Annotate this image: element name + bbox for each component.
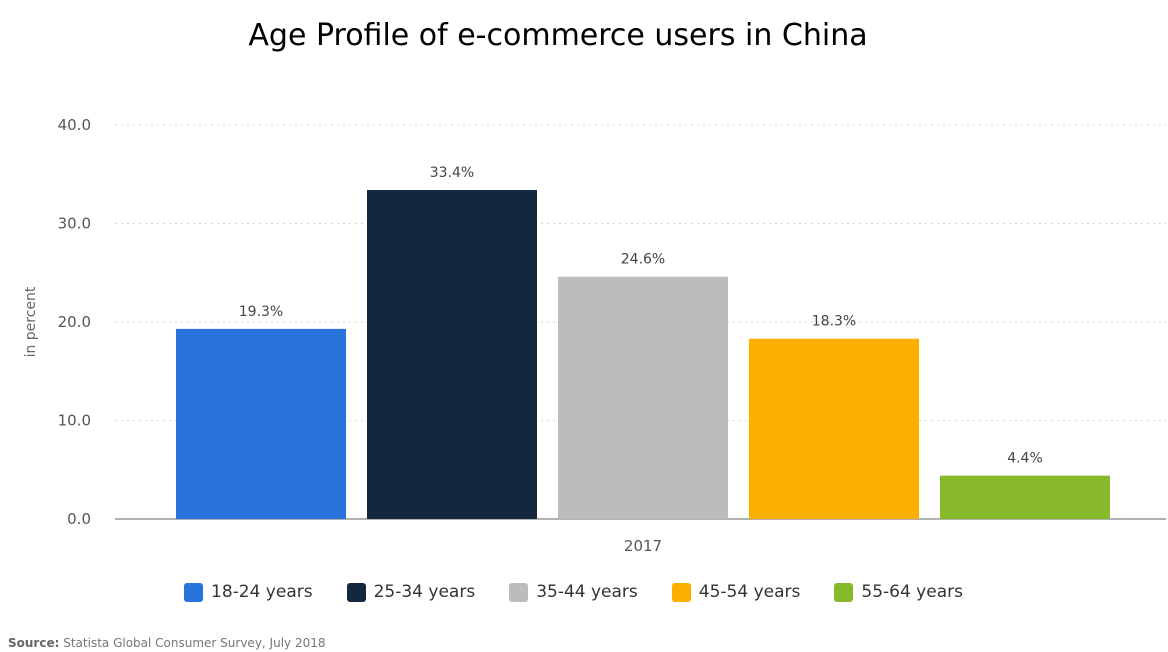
legend-item[interactable]: 45-54 years xyxy=(671,582,801,602)
x-tick-label: 2017 xyxy=(624,537,662,555)
legend-swatch xyxy=(834,582,854,602)
chart-title: Age Profile of e-commerce users in China xyxy=(248,18,868,53)
bar xyxy=(176,328,346,519)
source-label: Source: xyxy=(8,636,60,650)
y-tick-label: 30.0 xyxy=(58,215,91,233)
y-tick-label: 40.0 xyxy=(58,116,91,134)
legend-swatch xyxy=(509,582,529,602)
data-label: 4.4% xyxy=(1007,451,1043,467)
data-label: 33.4% xyxy=(430,165,474,181)
data-label: 24.6% xyxy=(621,252,665,268)
legend-label: 35-44 years xyxy=(536,582,638,602)
bar xyxy=(558,276,728,519)
legend-item[interactable]: 55-64 years xyxy=(834,582,963,602)
legend-item[interactable]: 35-44 years xyxy=(509,582,638,602)
bar-chart: 0.0 10.0 20.0 30.0 40.0 in percent 19.3% 33.4% 2… xyxy=(23,116,1166,555)
chart-legend: 18-24 years 25-34 years 35-44 years 45-54 y… xyxy=(184,582,997,602)
legend-swatch xyxy=(671,582,691,602)
bar xyxy=(367,190,537,519)
legend-item[interactable]: 18-24 years xyxy=(184,582,313,602)
y-tick-label: 10.0 xyxy=(58,412,91,430)
legend-label: 45-54 years xyxy=(698,582,801,602)
bar xyxy=(940,475,1110,519)
data-label: 19.3% xyxy=(239,304,283,320)
y-tick-label: 20.0 xyxy=(58,313,91,331)
legend-label: 18-24 years xyxy=(211,582,313,602)
legend-label: 25-34 years xyxy=(373,582,476,602)
y-axis-title: in percent xyxy=(23,286,39,357)
bar xyxy=(749,338,919,519)
legend-label: 55-64 years xyxy=(861,582,963,602)
legend-swatch xyxy=(184,582,203,602)
source-text: Statista Global Consumer Survey, July 20… xyxy=(63,636,326,650)
y-tick-label: 0.0 xyxy=(67,510,91,528)
legend-item[interactable]: 25-34 years xyxy=(346,582,476,602)
source-note: Source: Statista Global Consumer Survey,… xyxy=(8,636,325,650)
legend-swatch xyxy=(346,582,366,602)
data-label: 18.3% xyxy=(812,314,856,330)
